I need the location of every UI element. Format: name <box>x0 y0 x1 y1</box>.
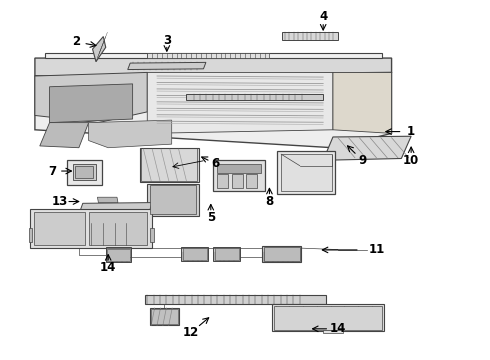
Bar <box>217 174 228 188</box>
Bar <box>150 308 179 325</box>
Text: 7: 7 <box>48 165 56 177</box>
Bar <box>145 295 326 304</box>
Bar <box>28 228 32 242</box>
Bar <box>147 184 198 216</box>
Bar <box>67 159 102 185</box>
Text: 2: 2 <box>73 35 80 49</box>
Text: 10: 10 <box>403 154 419 167</box>
Bar <box>264 247 300 261</box>
Polygon shape <box>128 62 206 69</box>
Bar <box>232 174 243 188</box>
Polygon shape <box>89 120 172 148</box>
Bar <box>107 249 130 261</box>
Polygon shape <box>80 203 152 212</box>
Text: 9: 9 <box>358 154 367 167</box>
Text: 14: 14 <box>100 261 117 274</box>
Polygon shape <box>98 197 118 203</box>
Text: 6: 6 <box>212 157 220 170</box>
Bar <box>246 174 257 188</box>
Bar <box>89 212 147 245</box>
Bar <box>151 309 177 324</box>
Bar <box>183 248 207 260</box>
Bar <box>106 247 131 262</box>
Bar <box>213 160 265 191</box>
Polygon shape <box>35 72 147 123</box>
Polygon shape <box>35 58 392 87</box>
Text: 4: 4 <box>319 10 327 23</box>
Bar <box>140 148 198 182</box>
Text: 8: 8 <box>265 195 273 208</box>
Polygon shape <box>323 136 411 160</box>
Bar <box>181 247 208 261</box>
Text: 5: 5 <box>207 211 215 224</box>
Text: 11: 11 <box>369 243 385 256</box>
Bar <box>272 305 384 331</box>
Bar <box>186 94 323 100</box>
Bar <box>282 32 338 40</box>
Bar <box>142 148 197 181</box>
Polygon shape <box>40 123 89 148</box>
Polygon shape <box>93 37 106 62</box>
Polygon shape <box>147 72 333 134</box>
Text: 13: 13 <box>51 195 68 208</box>
Polygon shape <box>333 72 392 134</box>
Bar <box>150 228 154 242</box>
Bar <box>75 166 93 178</box>
Bar <box>147 53 270 58</box>
Text: 12: 12 <box>183 326 199 339</box>
Bar <box>262 246 301 262</box>
Bar <box>150 185 196 214</box>
Bar <box>215 248 239 260</box>
Bar <box>277 151 335 194</box>
Bar <box>34 212 85 245</box>
Polygon shape <box>49 84 133 123</box>
Text: 14: 14 <box>330 322 346 335</box>
Polygon shape <box>35 72 392 148</box>
Bar <box>217 164 261 173</box>
Bar <box>323 330 343 333</box>
Text: 3: 3 <box>163 33 171 47</box>
Bar <box>213 247 240 261</box>
Text: 1: 1 <box>407 125 415 138</box>
Bar <box>274 306 382 330</box>
Bar <box>73 164 96 180</box>
Bar <box>281 154 332 192</box>
Bar <box>30 209 152 248</box>
Polygon shape <box>45 53 382 58</box>
